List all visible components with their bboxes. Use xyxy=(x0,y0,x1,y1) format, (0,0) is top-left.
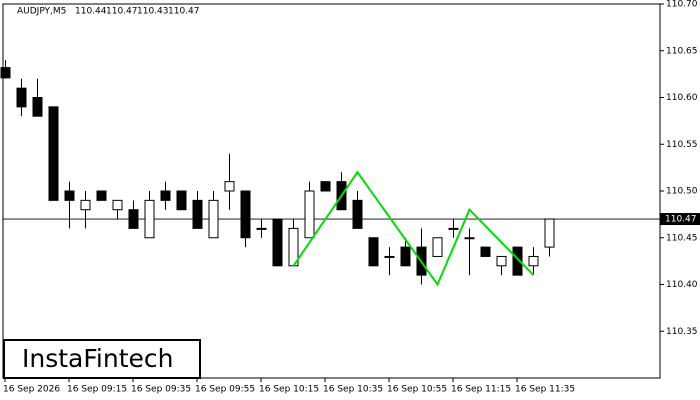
candle-body xyxy=(80,199,91,211)
header-value: 110.44 xyxy=(75,7,107,17)
logo: InstaFintech xyxy=(22,344,174,373)
candle-body xyxy=(112,199,123,211)
candle-body xyxy=(48,106,59,201)
candle-body xyxy=(192,199,203,229)
plot-frame xyxy=(2,3,661,379)
header-value: 110.43 xyxy=(137,7,169,17)
y-tick-label: 110.65 xyxy=(666,46,698,56)
y-tick-label: 110.70 xyxy=(666,0,698,10)
x-tick-label: 16 Sep 10:55 xyxy=(387,385,447,395)
candle-body xyxy=(0,67,11,79)
candle-body xyxy=(400,246,411,267)
logo-box xyxy=(3,339,201,379)
x-tick-label: 16 Sep 10:35 xyxy=(323,385,383,395)
candle-body xyxy=(528,255,539,267)
x-tick-label: 16 Sep 11:35 xyxy=(515,385,575,395)
price-label: 110.47 xyxy=(665,215,697,225)
candle-body xyxy=(16,87,27,108)
y-tick-label: 110.50 xyxy=(666,187,698,197)
candle-body xyxy=(208,199,219,239)
candle-body xyxy=(64,190,75,201)
candle-body xyxy=(144,199,155,239)
x-tick-label: 16 Sep 11:15 xyxy=(451,385,511,395)
header-value: 110.47 xyxy=(168,7,200,17)
header-value: 110.47 xyxy=(106,7,138,17)
candle-body xyxy=(160,190,171,201)
pattern-line xyxy=(292,170,535,287)
candle-body xyxy=(544,218,555,248)
candle-body xyxy=(96,190,107,201)
candle-body xyxy=(128,209,139,229)
x-tick-label: 16 Sep 09:15 xyxy=(67,385,127,395)
candle-body xyxy=(464,237,475,240)
candle-body xyxy=(352,199,363,229)
price-label-box xyxy=(660,213,700,226)
y-tick-label: 110.45 xyxy=(666,233,698,243)
candle-body xyxy=(224,181,235,192)
y-tick-label: 110.55 xyxy=(666,140,698,150)
candle-body xyxy=(480,246,491,257)
symbol: AUDJPY,M5 xyxy=(17,7,66,17)
candle-body xyxy=(432,237,443,257)
x-tick-label: 16 Sep 09:35 xyxy=(131,385,191,395)
candle-body xyxy=(368,237,379,267)
y-tick-label: 110.40 xyxy=(666,280,698,290)
y-tick-label: 110.60 xyxy=(666,93,698,103)
candle-body xyxy=(272,218,283,267)
candle-body xyxy=(320,181,331,192)
candle-body xyxy=(32,97,43,117)
candle-body xyxy=(496,255,507,267)
candle-body xyxy=(240,190,251,239)
candle-body xyxy=(384,255,395,258)
x-tick-label: 16 Sep 2026 xyxy=(3,385,60,395)
x-tick-label: 16 Sep 10:15 xyxy=(259,385,319,395)
x-tick-label: 16 Sep 09:55 xyxy=(195,385,255,395)
y-tick-label: 110.35 xyxy=(666,327,698,337)
candle-body xyxy=(448,227,459,230)
candle-body xyxy=(176,190,187,211)
candle-body xyxy=(304,190,315,239)
candle-body xyxy=(256,227,267,230)
candle-body xyxy=(512,246,523,276)
